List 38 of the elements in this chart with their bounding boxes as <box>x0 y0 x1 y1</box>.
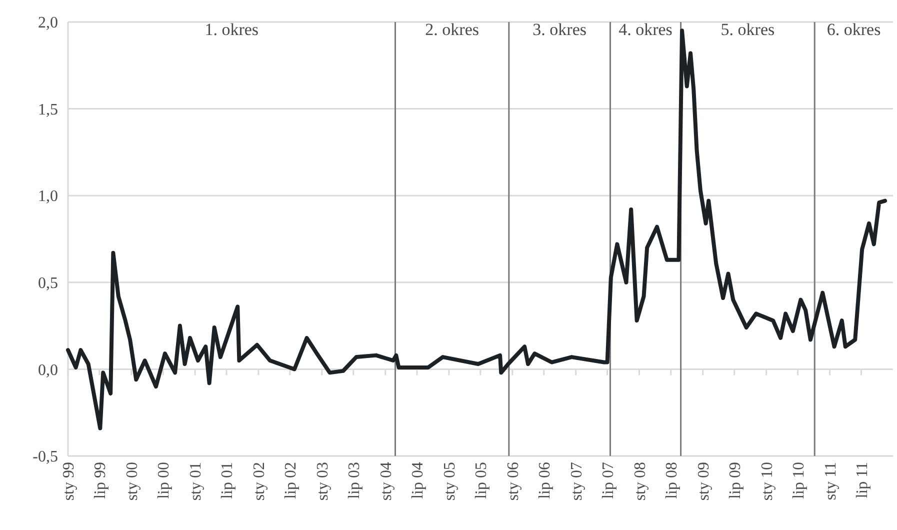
y-tick-label: 0,0 <box>38 362 58 379</box>
x-tick-label: lip 00 <box>156 462 173 499</box>
x-tick-label: sty 08 <box>632 462 649 501</box>
annotation: 3. okres <box>532 20 586 40</box>
x-tick-label: lip 09 <box>726 462 744 499</box>
x-tick-label: lip 06 <box>536 462 554 499</box>
y-tick-label: 2,0 <box>38 14 58 32</box>
x-tick-label: sty 07 <box>568 462 586 501</box>
x-tick-label: sty 99 <box>60 462 78 501</box>
x-tick-label: sty 09 <box>695 462 712 501</box>
x-tick-label: sty 11 <box>822 462 840 500</box>
annotation: 4. okres <box>618 20 672 40</box>
x-tick-label: sty 01 <box>188 462 205 501</box>
y-tick-label: 1,0 <box>38 188 58 206</box>
annotation: 6. okres <box>826 20 881 40</box>
x-tick-label: lip 02 <box>282 462 300 499</box>
x-tick-label: lip 99 <box>92 462 110 499</box>
x-tick-label: sty 06 <box>504 462 522 501</box>
x-tick-label: lip 07 <box>600 462 617 499</box>
x-tick-label: lip 08 <box>663 462 680 499</box>
y-tick-label: 0,5 <box>38 275 58 292</box>
x-tick-label: lip 11 <box>854 462 871 498</box>
annotation: 2. okres <box>425 20 479 40</box>
x-tick-label: lip 10 <box>790 462 808 499</box>
x-tick-label: sty 04 <box>378 462 395 501</box>
y-tick-label: -0,5 <box>32 448 58 466</box>
x-tick-label: lip 01 <box>219 462 236 499</box>
x-tick-label: lip 04 <box>410 462 427 499</box>
x-tick-label: sty 03 <box>314 462 332 501</box>
x-tick-label: lip 05 <box>473 462 490 499</box>
x-tick-label: sty 05 <box>442 462 459 501</box>
y-tick-label: 1,5 <box>38 101 58 118</box>
annotation: 1. okres <box>204 20 259 40</box>
x-tick-label: lip 03 <box>346 462 363 499</box>
x-tick-label: sty 02 <box>251 462 268 501</box>
annotation: 5. okres <box>720 20 775 40</box>
x-tick-label: sty 10 <box>758 462 776 501</box>
x-tick-label: sty 00 <box>124 462 142 501</box>
